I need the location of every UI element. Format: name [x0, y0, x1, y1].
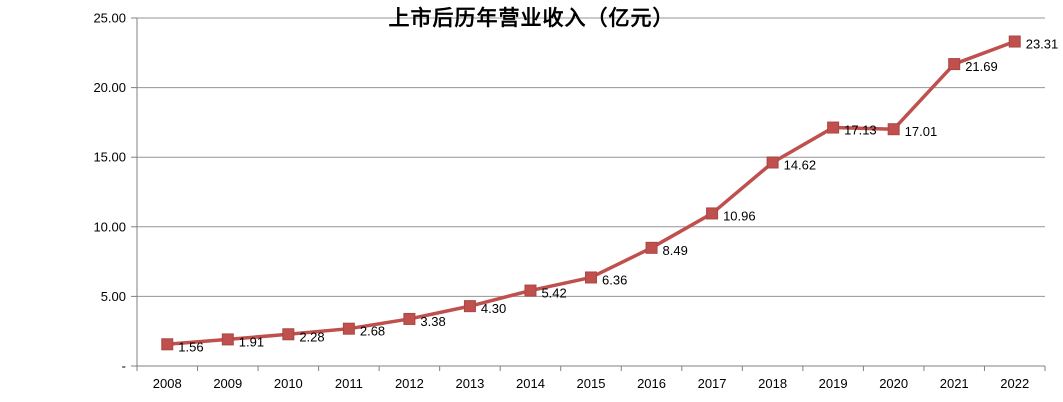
x-axis-tick-label: 2019: [819, 376, 848, 391]
data-point-marker: [766, 156, 779, 169]
data-point-marker: [706, 207, 719, 220]
data-point-label: 21.69: [965, 59, 998, 74]
x-axis-tick-label: 2014: [516, 376, 545, 391]
data-point-marker: [585, 271, 597, 284]
x-axis-tick-label: 2022: [1000, 376, 1029, 391]
data-point-label: 2.28: [299, 329, 324, 344]
data-point-label: 17.01: [905, 124, 938, 139]
data-point-label: 17.13: [844, 123, 877, 138]
x-axis-tick-label: 2017: [698, 376, 727, 391]
data-point-marker: [887, 123, 900, 136]
y-axis-tick-label: 5.00: [101, 289, 126, 304]
data-point-label: 1.91: [239, 334, 264, 349]
data-point-marker: [524, 284, 537, 297]
data-point-marker: [342, 322, 355, 335]
data-point-marker: [221, 333, 234, 346]
data-point-label: 23.31: [1026, 37, 1059, 52]
x-axis-tick-label: 2015: [577, 376, 606, 391]
data-point-label: 10.96: [723, 208, 756, 223]
data-point-marker: [948, 58, 961, 71]
y-axis-tick-label: 15.00: [93, 150, 126, 165]
y-axis-tick-label: 25.00: [93, 11, 126, 26]
data-point-label: 4.30: [481, 301, 506, 316]
x-axis-tick-label: 2012: [395, 376, 424, 391]
data-point-label: 14.62: [784, 157, 817, 172]
x-axis-tick-label: 2020: [879, 376, 908, 391]
x-axis-tick-label: 2008: [153, 376, 182, 391]
data-point-marker: [161, 338, 174, 351]
x-axis-tick-label: 2009: [213, 376, 242, 391]
y-axis-tick-label: 10.00: [93, 219, 126, 234]
data-point-marker: [463, 300, 476, 313]
x-axis-tick-label: 2011: [335, 376, 363, 391]
x-axis-tick-label: 2013: [455, 376, 484, 391]
data-point-label: 2.68: [360, 324, 385, 339]
data-point-label: 5.42: [541, 286, 566, 301]
y-axis-tick-label: 20.00: [93, 80, 126, 95]
data-point-marker: [282, 328, 295, 341]
x-axis-tick-label: 2018: [758, 376, 787, 391]
x-axis-tick-label: 2021: [940, 376, 969, 391]
data-point-marker: [1008, 35, 1021, 48]
data-point-marker: [827, 121, 840, 134]
y-axis-tick-label: -: [122, 359, 126, 374]
data-point-marker: [403, 312, 416, 325]
data-point-label: 1.56: [178, 339, 203, 354]
x-axis-tick-label: 2016: [637, 376, 666, 391]
data-point-marker: [645, 241, 658, 254]
data-point-label: 6.36: [602, 272, 627, 287]
series-line: [165, 39, 1017, 347]
data-point-label: 8.49: [663, 243, 688, 258]
data-point-label: 3.38: [420, 314, 445, 329]
x-axis-tick-label: 2010: [274, 376, 303, 391]
